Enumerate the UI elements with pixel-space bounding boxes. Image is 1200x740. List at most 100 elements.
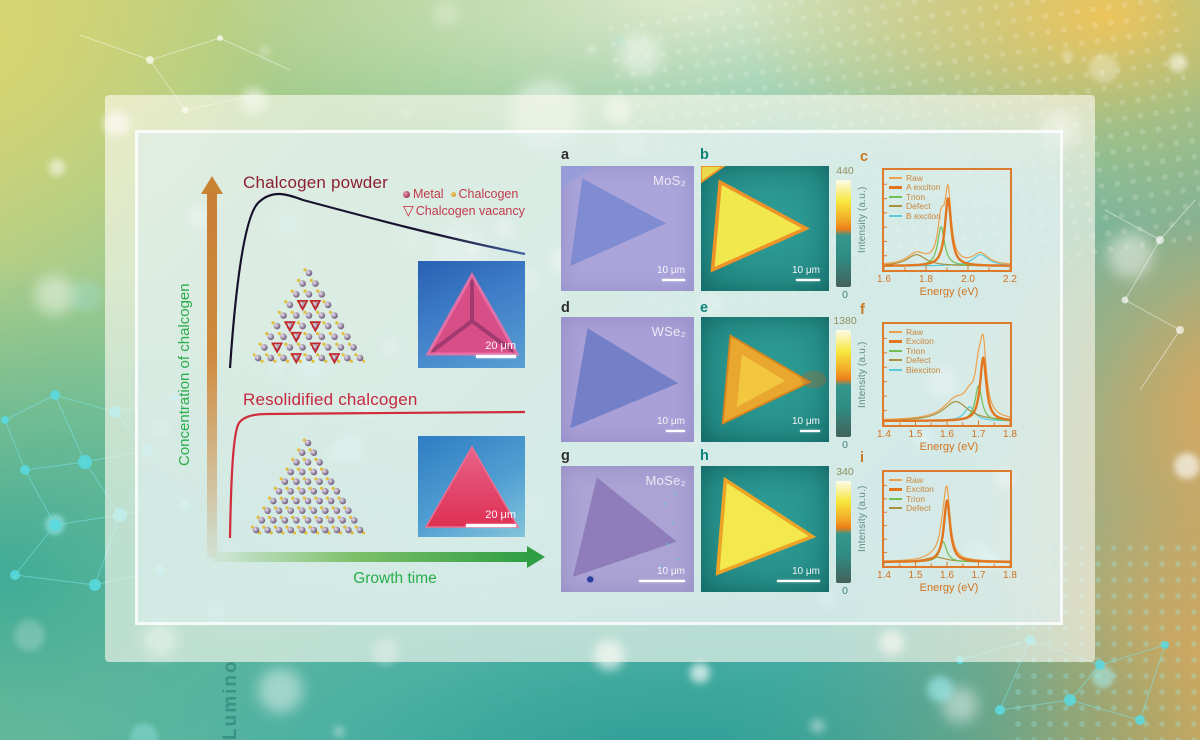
legend-item: A exciton bbox=[889, 182, 941, 192]
colorbar-max-h: 340 bbox=[836, 466, 854, 478]
bokeh-dot bbox=[70, 280, 103, 313]
scalebar-label: 20 μm bbox=[485, 509, 516, 521]
panel-label-e: e bbox=[700, 300, 709, 316]
schematic-y-axis-label: Concentration of chalcogen bbox=[176, 283, 193, 467]
curve2-title: Resolidified chalcogen bbox=[243, 390, 418, 409]
optical-image-wse2: WSe₂ 10 μm bbox=[561, 317, 694, 442]
optical-image-mose2: MoSe₂ 10 μm bbox=[561, 466, 694, 592]
optical-image-mos2: MoS₂ 10 μm bbox=[561, 166, 694, 291]
scalebar-line bbox=[662, 278, 685, 281]
bokeh-glow bbox=[257, 667, 303, 713]
colorbar-min-b: 0 bbox=[842, 289, 848, 301]
x-tick-label: 2.0 bbox=[961, 274, 975, 285]
bokeh-glow bbox=[1107, 232, 1153, 278]
legend-swatch bbox=[889, 507, 902, 510]
legend-swatch bbox=[889, 339, 902, 343]
legend-item: Trion bbox=[889, 494, 934, 504]
bokeh-dot bbox=[586, 44, 596, 55]
scalebar-line bbox=[466, 524, 516, 527]
bokeh-dot bbox=[811, 719, 824, 732]
plot-frame bbox=[882, 322, 1012, 427]
y-axis-arrowhead bbox=[201, 176, 223, 194]
x-tick-label: 1.7 bbox=[971, 570, 986, 581]
x-axis-arrow bbox=[212, 552, 527, 562]
curve1-title: Chalcogen powder bbox=[243, 173, 388, 192]
scalebar-label: 10 μm bbox=[657, 566, 685, 577]
x-axis-label: Energy (eV) bbox=[919, 441, 979, 453]
plot-frame bbox=[882, 168, 1012, 272]
legend-item: Raw bbox=[889, 327, 941, 337]
legend-label: Defect bbox=[906, 503, 931, 514]
x-tick-label: 1.5 bbox=[908, 429, 923, 440]
x-axis-label: Energy (eV) bbox=[919, 582, 979, 594]
spectrum-plot-wse2: Intensity (a.u.) Energy (eV) 1.4 1.5 1.6 1.… bbox=[847, 312, 1037, 460]
colorbar-e bbox=[836, 330, 851, 437]
material-label: MoS₂ bbox=[653, 173, 686, 188]
colorbar-max-e: 1380 bbox=[833, 315, 857, 327]
colorbar-max-b: 440 bbox=[836, 165, 854, 177]
bokeh-dot bbox=[1061, 50, 1074, 62]
spectrum-canvas bbox=[883, 183, 1011, 270]
x-tick-label: 1.8 bbox=[1003, 570, 1017, 581]
legend-swatch bbox=[889, 214, 902, 217]
x-axis-arrowhead bbox=[527, 546, 545, 568]
legend-item: Exciton bbox=[889, 336, 941, 346]
atomic-lattice-perfect bbox=[251, 438, 365, 535]
scalebar-label: 10 μm bbox=[657, 416, 685, 427]
colorbar-h bbox=[836, 481, 851, 583]
vacancy-triangle-icon: ▽ bbox=[403, 203, 414, 220]
legend-label: Trion bbox=[906, 191, 926, 202]
colorbar-b bbox=[836, 180, 851, 287]
wse2-pl-triangle bbox=[721, 334, 827, 425]
x-tick-label: 1.6 bbox=[877, 274, 891, 285]
bokeh-dot bbox=[1091, 665, 1115, 689]
legend-swatch bbox=[889, 478, 902, 481]
scalebar-line bbox=[666, 429, 685, 432]
legend-label: Trion bbox=[906, 493, 926, 504]
bokeh-dot bbox=[926, 675, 953, 702]
micrograph2-triangle bbox=[424, 445, 520, 528]
panel-label-d: d bbox=[561, 300, 570, 316]
bokeh-dot bbox=[260, 46, 270, 56]
legend-chalcogen-label: Chalcogen bbox=[458, 187, 519, 201]
schematic-x-axis-label: Growth time bbox=[353, 570, 437, 587]
curve-resolidified-chalcogen bbox=[228, 410, 526, 539]
spectrum-canvas bbox=[883, 333, 1011, 425]
spectrum-legend: Raw A exciton Trion Defect B exciton bbox=[889, 173, 941, 221]
y-axis-label: Intensity (a.u.) bbox=[857, 186, 868, 254]
legend-item: Defect bbox=[889, 355, 941, 365]
mose2-pl-triangle bbox=[715, 476, 817, 576]
panel-label-h: h bbox=[700, 448, 709, 464]
colorbar-min-e: 0 bbox=[842, 439, 848, 451]
spectrum-legend: Raw Exciton Trion Defect bbox=[889, 475, 934, 513]
legend-item: Raw bbox=[889, 173, 941, 183]
scalebar-line bbox=[639, 579, 685, 582]
legend-swatch bbox=[889, 176, 902, 179]
panel-label-c: c bbox=[860, 149, 869, 165]
spectrum-plot-mos2: Intensity (a.u.) Energy (eV) 1.6 1.8 2.0 2.… bbox=[847, 158, 1037, 303]
x-tick-label: 1.7 bbox=[971, 429, 986, 440]
y-axis-label: Intensity (a.u.) bbox=[857, 485, 868, 553]
legend-swatch bbox=[889, 359, 902, 362]
bokeh-dot bbox=[14, 620, 46, 651]
bokeh-dot bbox=[1089, 54, 1118, 84]
legend-row-atoms: Metal Chalcogen bbox=[403, 186, 525, 203]
schematic-legend: Metal Chalcogen ▽ Chalcogen vacancy bbox=[403, 186, 525, 220]
mos2-flake-triangle bbox=[561, 166, 667, 266]
bokeh-glow bbox=[619, 34, 661, 76]
pl-map-mose2: 10 μm bbox=[701, 466, 829, 592]
bokeh-glow bbox=[35, 275, 75, 315]
scalebar-label: 10 μm bbox=[657, 265, 685, 276]
legend-item: Raw bbox=[889, 475, 934, 485]
micrograph-solid-triangle: 20 μm bbox=[418, 436, 525, 537]
pl-map-wse2: 10 μm bbox=[701, 317, 829, 442]
panel-label-a: a bbox=[561, 147, 570, 163]
legend-row-vacancy: ▽ Chalcogen vacancy bbox=[403, 203, 525, 220]
x-tick-label: 2.2 bbox=[1003, 274, 1017, 285]
legend-swatch bbox=[889, 349, 902, 352]
pl-map-mos2: 10 μm bbox=[701, 166, 829, 291]
x-tick-label: 1.5 bbox=[908, 570, 923, 581]
legend-label: B exciton bbox=[906, 210, 941, 221]
bokeh-dot bbox=[690, 663, 710, 683]
spectrum-plot-mose2: Intensity (a.u.) Energy (eV) 1.4 1.5 1.6 1.… bbox=[847, 460, 1037, 600]
